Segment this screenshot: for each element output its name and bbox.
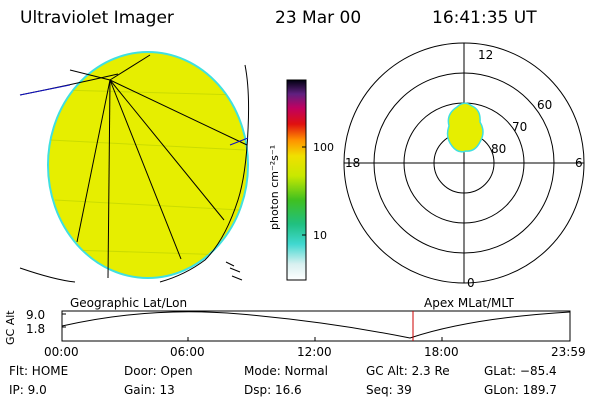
polar-label-0: 0 <box>467 276 475 290</box>
time-label: 16:41:35 UT <box>432 8 537 28</box>
timeline-right-title: Apex MLat/MLT <box>424 296 514 310</box>
status-gc-alt: GC Alt: 2.3 Re <box>366 364 450 378</box>
geographic-image <box>47 51 249 279</box>
polar-ring-70: 70 <box>512 120 528 134</box>
polar-ring-60: 60 <box>537 98 553 112</box>
polar-label-12: 12 <box>478 48 494 62</box>
timeline-ytick-high: 9.0 <box>26 308 46 322</box>
status-flt: Flt: HOME <box>9 364 69 378</box>
timeline-ytick-low: 1.8 <box>26 322 46 336</box>
polar-plot <box>343 42 585 284</box>
colorbar-label: photon cm⁻²s⁻¹ <box>268 144 281 230</box>
status-gain: Gain: 13 <box>124 383 175 397</box>
polar-label-18: 18 <box>345 156 361 170</box>
polar-label-6: 6 <box>575 156 583 170</box>
status-seq: Seq: 39 <box>366 383 412 397</box>
status-glat: GLat: −85.4 <box>484 364 557 378</box>
status-mode: Mode: Normal <box>244 364 328 378</box>
status-ip: IP: 9.0 <box>9 383 47 397</box>
timeline-xtick-2: 12:00 <box>297 345 332 359</box>
timeline-xtick-3: 18:00 <box>424 345 459 359</box>
app-title: Ultraviolet Imager <box>20 8 174 28</box>
coastline-line-right <box>229 137 249 146</box>
polar-ring-80: 80 <box>491 142 507 156</box>
timeline-left-title: Geographic Lat/Lon <box>70 296 188 310</box>
status-glon: GLon: 189.7 <box>484 383 557 397</box>
auroral-oval <box>446 102 484 153</box>
geo-grid-lines <box>19 54 250 283</box>
coastline-line <box>19 84 71 96</box>
colorbar-tick-100: 100 <box>313 141 334 154</box>
timeline-plot <box>61 310 571 342</box>
status-dsp: Dsp: 16.6 <box>244 383 302 397</box>
timeline-ylabel: GC Alt <box>4 310 17 345</box>
date-label: 23 Mar 00 <box>275 8 362 28</box>
colorbar-tick-10: 10 <box>313 229 327 242</box>
color-bar <box>286 79 307 281</box>
timeline-xtick-0: 00:00 <box>44 345 79 359</box>
timeline-xtick-4: 23:59 <box>551 345 586 359</box>
timeline-xtick-1: 06:00 <box>170 345 205 359</box>
status-door: Door: Open <box>124 364 193 378</box>
